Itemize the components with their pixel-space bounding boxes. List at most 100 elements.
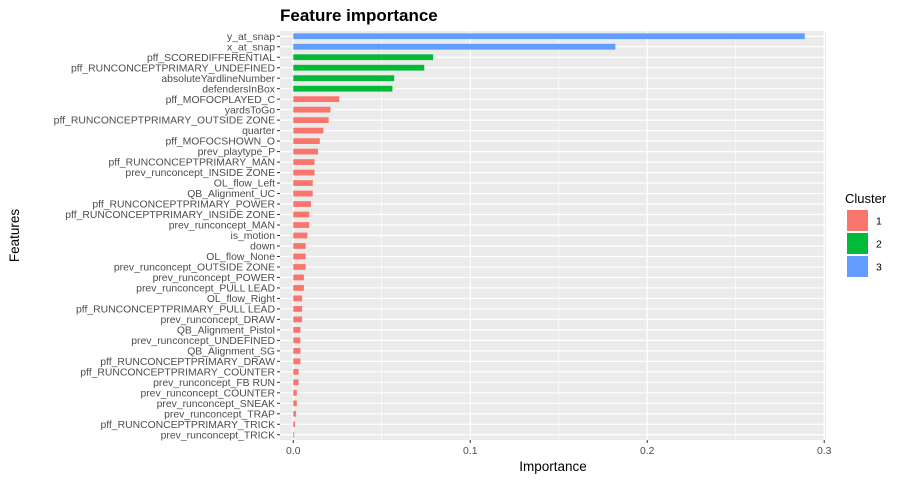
y-tick-label: quarter <box>242 126 275 137</box>
bar <box>293 347 301 354</box>
legend: Cluster 1 2 3 <box>845 191 887 277</box>
y-tick-label: pff_SCOREDIFFERENTIAL <box>147 53 275 64</box>
y-tick-label: pff_RUNCONCEPTPRIMARY_UNDEFINED <box>71 63 275 74</box>
bar <box>293 264 306 270</box>
y-tick-label: prev_runconcept_TRICK <box>161 430 275 441</box>
bar <box>293 253 306 260</box>
x-tick-label: 0.3 <box>817 446 832 457</box>
x-tick-label: 0.0 <box>286 446 301 457</box>
y-tick-label: QB_Alignment_Pistol <box>177 325 275 336</box>
y-tick-label: QB_Alignment_UC <box>187 189 275 200</box>
y-tick-label: OL_flow_None <box>206 252 275 263</box>
bar <box>293 274 304 281</box>
x-axis-title: Importance <box>519 459 587 474</box>
y-tick-label: pff_RUNCONCEPTPRIMARY_MAN <box>109 158 275 169</box>
y-tick-label: is_motion <box>231 231 276 242</box>
y-tick-label: OL_flow_Left <box>214 179 275 190</box>
bar <box>293 337 301 344</box>
y-tick-label: OL_flow_Right <box>207 294 275 305</box>
bar <box>293 316 303 323</box>
bar <box>293 232 308 239</box>
y-tick-label: pff_MOFOCPLAYED_C <box>166 95 276 106</box>
bar <box>293 148 319 155</box>
legend-title: Cluster <box>845 191 887 206</box>
x-tick-label: 0.1 <box>463 446 478 457</box>
bar <box>293 127 324 134</box>
bar <box>293 75 395 82</box>
bar <box>293 117 329 124</box>
bar <box>293 106 331 113</box>
y-tick-label: prev_runconcept_OUTSIDE ZONE <box>114 263 275 274</box>
bar <box>293 43 616 50</box>
y-tick-label: pff_MOFOCSHOWN_O <box>165 137 275 148</box>
y-tick-label: prev_runconcept_MAN <box>169 221 275 232</box>
legend-label: 3 <box>876 262 882 274</box>
y-tick-label: QB_Alignment_SG <box>187 346 275 357</box>
bar <box>293 201 311 207</box>
y-tick-label: prev_runconcept_PULL LEAD <box>136 284 275 295</box>
y-tick-label: y_at_snap <box>227 32 275 43</box>
bar <box>293 85 393 92</box>
x-tick-marks <box>292 440 825 443</box>
bar <box>293 64 425 71</box>
bar <box>293 327 301 333</box>
bar <box>293 421 296 428</box>
y-axis-title: Features <box>7 209 22 263</box>
legend-key <box>847 256 868 277</box>
y-tick-label: pff_RUNCONCEPTPRIMARY_POWER <box>92 200 275 211</box>
bar <box>293 358 301 365</box>
bar <box>293 169 315 176</box>
bar <box>293 138 320 144</box>
y-tick-label: prev_runconcept_UNDEFINED <box>131 336 275 347</box>
y-tick-label: down <box>250 242 275 253</box>
y-tick-label: prev_runconcept_TRAP <box>164 409 275 420</box>
y-tick-label: pff_RUNCONCEPTPRIMARY_OUTSIDE ZONE <box>54 116 275 127</box>
bar <box>293 410 296 417</box>
y-tick-label: prev_runconcept_POWER <box>153 273 276 284</box>
bar <box>293 379 299 386</box>
bar <box>293 243 306 249</box>
bar <box>293 306 303 312</box>
y-tick-label: pff_RUNCONCEPTPRIMARY_PULL LEAD <box>76 305 275 316</box>
y-tick-label: prev_runconcept_INSIDE ZONE <box>125 168 275 179</box>
legend-label: 1 <box>876 216 882 228</box>
bar <box>293 54 434 61</box>
bar <box>293 400 297 407</box>
x-tick-labels: 0.0 0.1 0.2 0.3 <box>286 446 832 457</box>
y-tick-label: defendersInBox <box>202 84 276 95</box>
bar <box>293 96 340 103</box>
y-tick-labels: y_at_snapx_at_snappff_SCOREDIFFERENTIALp… <box>54 32 276 442</box>
bar <box>293 222 310 228</box>
y-tick-label: prev_runconcept_COUNTER <box>140 388 275 399</box>
bar <box>293 211 310 218</box>
bar <box>293 368 299 375</box>
chart-title: Feature importance <box>280 6 438 25</box>
y-tick-label: prev_runconcept_SNEAK <box>157 399 275 410</box>
bar <box>293 295 303 302</box>
bar <box>293 285 304 291</box>
y-tick-label: yardsToGo <box>225 105 275 116</box>
legend-key <box>847 233 868 254</box>
legend-label: 2 <box>876 239 882 251</box>
legend-items: 1 2 3 <box>847 210 882 277</box>
y-tick-label: pff_RUNCONCEPTPRIMARY_INSIDE ZONE <box>65 210 275 221</box>
y-tick-label: prev_runconcept_DRAW <box>160 315 275 326</box>
y-tick-marks <box>277 35 280 436</box>
bar <box>293 431 295 438</box>
y-tick-label: x_at_snap <box>227 42 275 53</box>
x-tick-label: 0.2 <box>640 446 655 457</box>
y-tick-label: pff_RUNCONCEPTPRIMARY_COUNTER <box>80 367 275 378</box>
bar <box>293 190 313 197</box>
bar <box>293 159 315 165</box>
y-tick-label: pff_RUNCONCEPTPRIMARY_DRAW <box>100 357 275 368</box>
legend-key <box>847 210 868 231</box>
bar <box>293 180 313 186</box>
y-tick-label: absoluteYardlineNumber <box>161 74 275 85</box>
bar <box>293 33 805 40</box>
y-tick-label: prev_playtype_P <box>198 147 275 158</box>
bar <box>293 389 297 396</box>
y-tick-label: prev_runconcept_FB RUN <box>153 378 275 389</box>
bars-group <box>293 33 805 438</box>
y-tick-label: pff_RUNCONCEPTPRIMARY_TRICK <box>100 420 275 431</box>
